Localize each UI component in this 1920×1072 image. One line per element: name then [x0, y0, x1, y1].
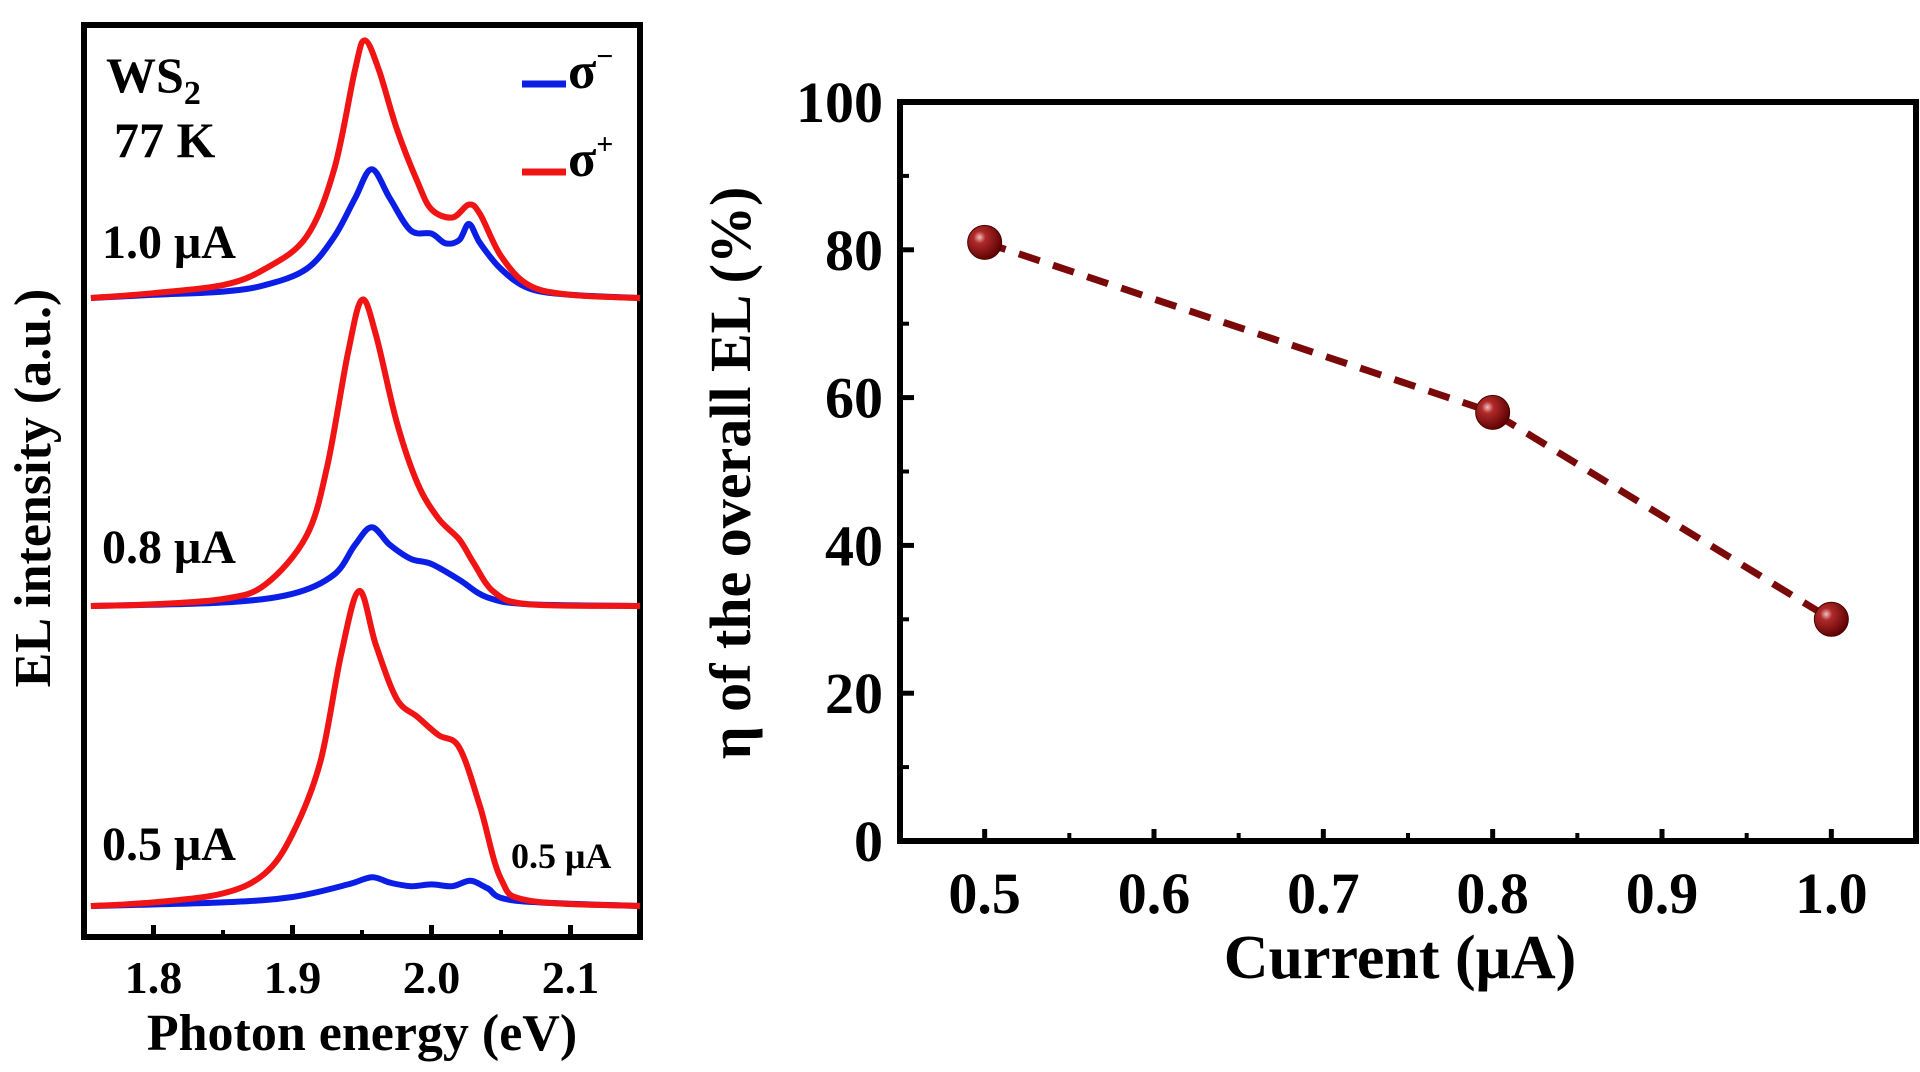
- spectrum-sigma-plus-1: [90, 37, 641, 301]
- right-data-series: [967, 224, 1849, 637]
- left-x-tick-label: 2.0: [403, 952, 461, 1003]
- left-x-ticks: 1.8 1.9 2.0 2.1: [125, 925, 600, 1003]
- trend-dashed-line: [983, 239, 1834, 623]
- right-y-tick-label: 80: [825, 218, 883, 283]
- sample-label: WS2: [106, 47, 201, 112]
- right-x-tick-label: 1.0: [1795, 861, 1868, 926]
- right-x-tick-label: 0.5: [948, 861, 1021, 926]
- temperature-label: 77 K: [114, 112, 216, 168]
- right-x-tick-label: 0.9: [1626, 861, 1699, 926]
- left-x-tick-label: 1.9: [264, 952, 322, 1003]
- panel-label-0-5: 0.5 μA: [102, 818, 236, 871]
- right-x-tick-label: 0.8: [1456, 861, 1529, 926]
- spectrum-sigma-minus-3: [90, 874, 641, 909]
- right-y-tick-label: 100: [796, 70, 883, 135]
- left-curves: [90, 37, 641, 909]
- data-point: [1475, 394, 1511, 430]
- spectrum-sigma-plus-3: [90, 587, 641, 909]
- left-y-axis-title: EL intensity (a.u.): [5, 289, 62, 688]
- right-y-axis-title: η of the overall EL (%): [698, 187, 763, 760]
- eta-vs-current-panel: 0.5 0.6 0.7 0.8 0.9 1.0 0 20 40 60 80 100 Current (…: [698, 70, 1919, 992]
- legend: σ− σ+: [522, 40, 613, 188]
- spectrum-sigma-plus-2: [90, 296, 641, 609]
- right-y-tick-label: 0: [854, 809, 883, 874]
- right-plot-frame: [897, 99, 1919, 844]
- legend-sigma-minus-label: σ−: [568, 40, 613, 100]
- data-point: [967, 224, 1003, 260]
- panel-secondary-label-0-5: 0.5 μA: [511, 836, 611, 876]
- right-x-tick-label: 0.7: [1287, 861, 1360, 926]
- right-axis-ticks: 0.5 0.6 0.7 0.8 0.9 1.0 0 20 40 60 80 100: [796, 70, 1868, 926]
- right-y-tick-label: 20: [825, 661, 883, 726]
- spectrum-sigma-minus-1: [90, 166, 641, 301]
- data-point: [1813, 601, 1849, 637]
- right-x-tick-label: 0.6: [1118, 861, 1191, 926]
- panel-label-1-0: 1.0 μA: [102, 216, 236, 269]
- panel-label-0-8: 0.8 μA: [102, 521, 236, 574]
- legend-sigma-plus-label: σ+: [568, 128, 613, 188]
- el-spectra-panel: 1.8 1.9 2.0 2.1 WS2 77 K σ− σ+ 1.0 μA 0.8 μ…: [5, 22, 643, 1062]
- left-x-axis-title: Photon energy (eV): [147, 1005, 577, 1062]
- left-x-tick-label: 1.8: [125, 952, 183, 1003]
- right-y-tick-label: 40: [825, 513, 883, 578]
- left-x-tick-label: 2.1: [542, 952, 600, 1003]
- right-y-tick-label: 60: [825, 366, 883, 431]
- spectrum-sigma-minus-2: [90, 524, 641, 609]
- right-x-axis-title: Current (μA): [1224, 924, 1577, 992]
